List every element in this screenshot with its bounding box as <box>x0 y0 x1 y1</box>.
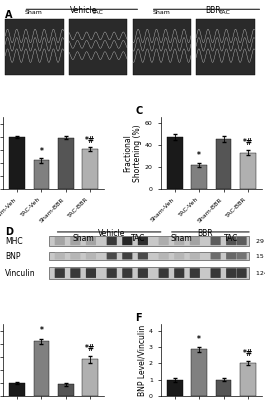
Text: TAC: TAC <box>130 234 145 243</box>
FancyBboxPatch shape <box>70 268 81 278</box>
FancyBboxPatch shape <box>122 268 132 278</box>
FancyBboxPatch shape <box>226 253 236 260</box>
Text: TAC: TAC <box>91 10 103 15</box>
Text: Sham: Sham <box>171 234 193 243</box>
Text: *: * <box>39 326 43 335</box>
Bar <box>191 165 207 189</box>
FancyBboxPatch shape <box>55 237 65 245</box>
Text: *#: *# <box>85 136 95 145</box>
FancyBboxPatch shape <box>55 268 65 278</box>
FancyBboxPatch shape <box>174 237 184 245</box>
FancyBboxPatch shape <box>107 237 117 245</box>
Bar <box>9 383 25 396</box>
Bar <box>167 137 183 189</box>
Text: *: * <box>197 335 201 344</box>
Text: BBR: BBR <box>197 229 213 238</box>
FancyBboxPatch shape <box>158 237 169 245</box>
FancyBboxPatch shape <box>107 268 117 278</box>
FancyBboxPatch shape <box>86 268 96 278</box>
Text: MHC: MHC <box>5 236 23 246</box>
Bar <box>240 363 256 396</box>
FancyBboxPatch shape <box>158 253 169 260</box>
Text: Sham: Sham <box>72 234 94 243</box>
Text: BNP: BNP <box>5 252 21 260</box>
Text: *#: *# <box>243 350 253 358</box>
FancyBboxPatch shape <box>210 253 221 260</box>
Bar <box>58 138 74 189</box>
Bar <box>216 139 231 189</box>
Text: BBR: BBR <box>205 6 221 15</box>
Bar <box>58 384 74 396</box>
Text: 29 kD: 29 kD <box>256 238 265 244</box>
FancyBboxPatch shape <box>210 268 221 278</box>
FancyBboxPatch shape <box>158 268 169 278</box>
FancyBboxPatch shape <box>190 237 200 245</box>
Text: Vinculin: Vinculin <box>5 268 36 278</box>
Bar <box>167 380 183 396</box>
Text: *: * <box>197 151 201 160</box>
FancyBboxPatch shape <box>70 253 81 260</box>
Text: TAC: TAC <box>224 234 238 243</box>
FancyBboxPatch shape <box>236 253 247 260</box>
Bar <box>240 153 256 189</box>
Text: Vehicle: Vehicle <box>69 6 97 15</box>
FancyBboxPatch shape <box>122 253 132 260</box>
Text: 124 kD: 124 kD <box>256 270 265 276</box>
FancyBboxPatch shape <box>5 19 64 75</box>
Text: Sham: Sham <box>152 10 170 15</box>
Y-axis label: BNP Level/Vinculin: BNP Level/Vinculin <box>137 324 146 396</box>
Bar <box>9 137 25 189</box>
FancyBboxPatch shape <box>226 268 236 278</box>
Text: *#: *# <box>243 138 253 147</box>
Bar <box>191 350 207 396</box>
FancyBboxPatch shape <box>174 268 184 278</box>
FancyBboxPatch shape <box>210 237 221 245</box>
FancyBboxPatch shape <box>190 253 200 260</box>
FancyBboxPatch shape <box>86 237 96 245</box>
Y-axis label: Fractional
Shortening (%): Fractional Shortening (%) <box>123 124 142 182</box>
Text: TAC: TAC <box>219 10 231 15</box>
Text: *: * <box>39 148 43 156</box>
Text: A: A <box>5 10 13 20</box>
FancyBboxPatch shape <box>236 237 247 245</box>
FancyBboxPatch shape <box>49 267 249 279</box>
Text: F: F <box>135 313 142 323</box>
FancyBboxPatch shape <box>49 252 249 260</box>
FancyBboxPatch shape <box>49 236 249 246</box>
FancyBboxPatch shape <box>122 237 132 245</box>
Text: D: D <box>5 227 13 237</box>
FancyBboxPatch shape <box>196 19 255 75</box>
Text: Vehicle: Vehicle <box>98 229 125 238</box>
FancyBboxPatch shape <box>174 253 184 260</box>
Text: *#: *# <box>85 344 95 353</box>
FancyBboxPatch shape <box>86 253 96 260</box>
FancyBboxPatch shape <box>132 19 191 75</box>
Text: C: C <box>135 106 142 116</box>
Text: Sham: Sham <box>25 10 43 15</box>
Text: 15 kD: 15 kD <box>256 254 265 258</box>
FancyBboxPatch shape <box>107 253 117 260</box>
FancyBboxPatch shape <box>190 268 200 278</box>
Bar <box>82 148 98 189</box>
Bar <box>34 341 49 396</box>
FancyBboxPatch shape <box>69 19 127 75</box>
FancyBboxPatch shape <box>138 253 148 260</box>
FancyBboxPatch shape <box>138 268 148 278</box>
FancyBboxPatch shape <box>138 237 148 245</box>
FancyBboxPatch shape <box>236 268 247 278</box>
Bar <box>82 360 98 396</box>
FancyBboxPatch shape <box>55 253 65 260</box>
FancyBboxPatch shape <box>226 237 236 245</box>
Bar <box>34 160 49 189</box>
Bar <box>216 380 231 396</box>
FancyBboxPatch shape <box>70 237 81 245</box>
